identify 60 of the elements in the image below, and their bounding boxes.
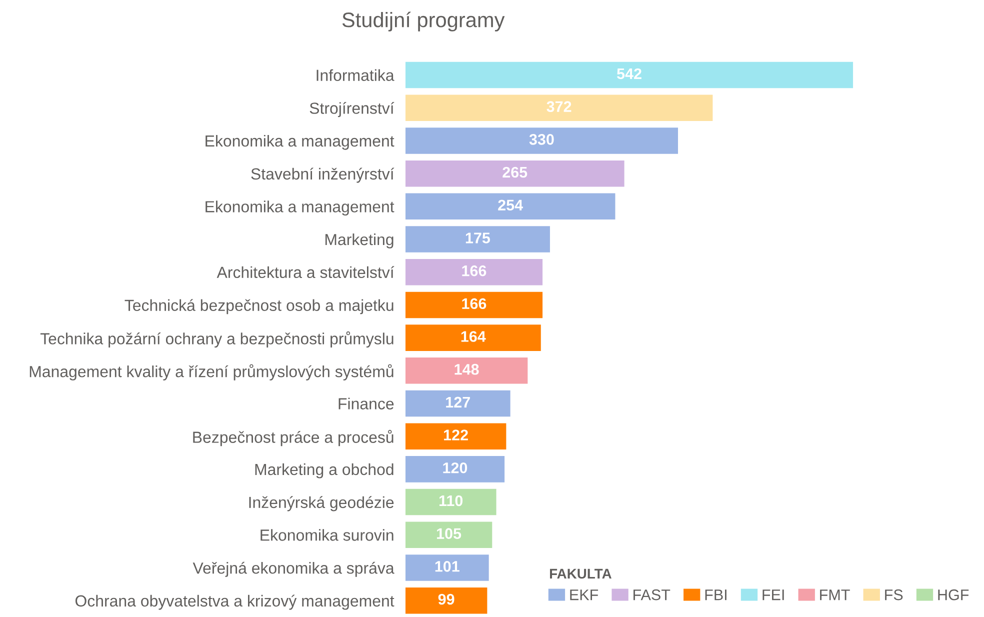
y-tick-label: Inženýrská geodézie (249, 496, 394, 512)
bar (405, 390, 510, 417)
bar (405, 488, 496, 516)
bar (405, 226, 550, 252)
y-tick-label: Marketing a obchod (255, 463, 394, 478)
data-label: 105 (436, 528, 462, 539)
y-tick-label: Management kvality a řízení průmyslových systémů (30, 364, 394, 380)
y-tick-label: Technická bezpečnost osob a majetku (124, 299, 394, 314)
bar (405, 292, 543, 318)
data-label: 122 (444, 430, 468, 440)
data-label: 254 (498, 200, 523, 211)
y-tick-label: Marketing (325, 233, 394, 248)
y-tick-label: Informatika (316, 69, 394, 81)
legend-title: FAKULTA (550, 568, 612, 579)
data-label: 542 (616, 68, 642, 80)
bar (405, 94, 713, 122)
data-label: 166 (462, 265, 486, 276)
legend-label: FEI (762, 590, 784, 600)
data-label: 330 (529, 134, 554, 145)
data-label: 110 (439, 495, 463, 506)
data-label: 372 (546, 101, 572, 112)
y-tick-label: Veřejná ekonomika a správa (192, 562, 394, 577)
data-label: 148 (454, 364, 479, 375)
bar (405, 554, 489, 581)
y-tick-label: Strojírenství (310, 102, 394, 118)
bar (405, 522, 492, 548)
y-tick-label: Stavební inženýrství (251, 168, 394, 183)
legend-label: FAST (634, 589, 670, 600)
y-tick-label: Architektura a stavitelství (216, 266, 394, 278)
y-tick-label: Ekonomika a management (206, 200, 394, 216)
bar (405, 358, 528, 384)
data-label: 101 (435, 561, 460, 572)
y-tick-label: Technika požární ochrany a bezpečnosti průmyslu (40, 331, 394, 348)
legend-label: EKF (570, 590, 598, 600)
bar (405, 128, 678, 154)
y-tick-label: Ekonomika surovin (260, 529, 394, 541)
chart-title: Studijní programy (342, 12, 505, 32)
y-tick-label: Ekonomika a management (206, 134, 394, 150)
data-label: 99 (438, 594, 454, 605)
legend-label: HGF (938, 589, 969, 600)
bar (405, 160, 624, 187)
legend-label: FMT (820, 590, 850, 600)
legend-label: FBI (705, 590, 726, 600)
legend-label: FS (885, 589, 903, 600)
y-tick-label: Finance (338, 398, 394, 410)
y-tick-label: Ochrana obyvatelstva a krizový management (75, 594, 394, 610)
y-tick-label: Bezpečnost práce a procesů (193, 430, 394, 446)
bar (405, 193, 616, 220)
data-label: 175 (466, 232, 490, 244)
bar (405, 456, 505, 482)
bar (405, 324, 541, 351)
data-label: 265 (502, 166, 528, 178)
bar (405, 587, 488, 614)
bar (405, 62, 854, 88)
data-label: 120 (443, 462, 468, 474)
data-label: 166 (462, 298, 486, 310)
data-label: 127 (446, 396, 470, 408)
bar (405, 258, 543, 286)
data-label: 164 (461, 331, 486, 342)
bar (405, 423, 506, 450)
